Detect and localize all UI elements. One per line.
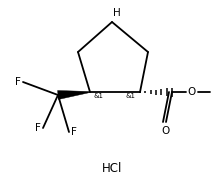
Text: F: F <box>71 127 77 137</box>
Text: &1: &1 <box>93 93 103 99</box>
Text: O: O <box>188 87 196 97</box>
Text: H: H <box>113 8 121 18</box>
Polygon shape <box>58 91 90 100</box>
Text: HCl: HCl <box>102 161 122 174</box>
Text: &1: &1 <box>126 93 136 99</box>
Text: O: O <box>161 126 169 136</box>
Text: F: F <box>35 123 41 133</box>
Text: F: F <box>15 77 21 87</box>
